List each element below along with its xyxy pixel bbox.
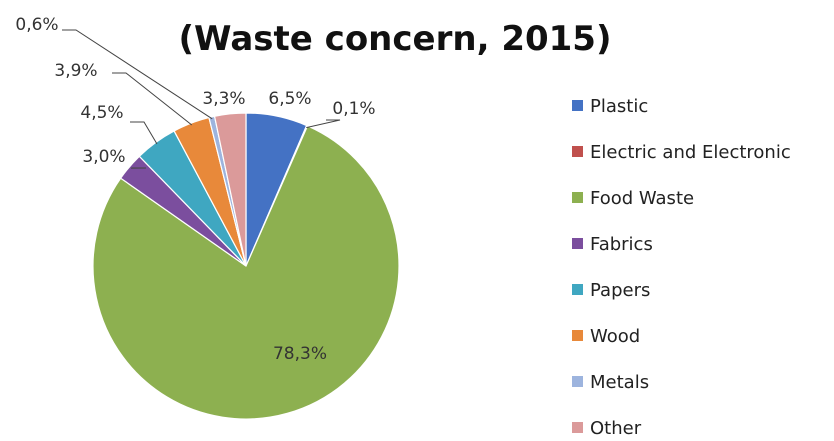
legend: Plastic Electric and Electronic Food Waste… — [572, 96, 791, 439]
data-label-papers: 4,5% — [80, 103, 123, 123]
leader-line-metals — [62, 29, 213, 120]
data-label-fabrics: 3,0% — [82, 147, 125, 167]
pie-slices — [92, 112, 400, 420]
data-label-wood: 3,9% — [54, 61, 97, 81]
slice-labels: 6,5% 0,1% 78,3% 3,0% 4,5% 3,9% 0,6% 3,3% — [15, 15, 375, 364]
legend-swatch-fabrics — [572, 238, 583, 249]
legend-label-food-waste: Food Waste — [590, 188, 694, 209]
legend-swatch-wood — [572, 330, 583, 341]
legend-swatch-food-waste — [572, 192, 583, 203]
legend-label-electric-and-electronic: Electric and Electronic — [590, 142, 791, 163]
legend-swatch-papers — [572, 284, 583, 295]
legend-label-metals: Metals — [590, 372, 649, 393]
legend-swatch-electric-and-electronic — [572, 146, 583, 157]
data-label-electric-and-electronic: 0,1% — [332, 99, 375, 119]
leader-line-wood — [112, 72, 193, 126]
legend-label-papers: Papers — [590, 280, 650, 301]
legend-label-other: Other — [590, 418, 642, 439]
legend-label-fabrics: Fabrics — [590, 234, 653, 255]
data-label-other: 3,3% — [202, 89, 245, 109]
leader-line-papers — [130, 121, 158, 145]
data-label-metals: 0,6% — [15, 15, 58, 35]
slice-food-waste — [92, 125, 400, 420]
leader-lines — [62, 29, 341, 169]
leader-line-electric-and-electronic — [306, 119, 341, 129]
legend-swatch-other — [572, 422, 583, 433]
legend-label-plastic: Plastic — [590, 96, 648, 117]
slice-other — [213, 112, 247, 267]
data-label-food-waste: 78,3% — [273, 344, 327, 364]
legend-label-wood: Wood — [590, 326, 640, 347]
legend-swatch-plastic — [572, 100, 583, 111]
chart-title: (Waste concern, 2015) — [179, 19, 612, 59]
data-label-plastic: 6,5% — [268, 89, 311, 109]
legend-swatch-metals — [572, 376, 583, 387]
